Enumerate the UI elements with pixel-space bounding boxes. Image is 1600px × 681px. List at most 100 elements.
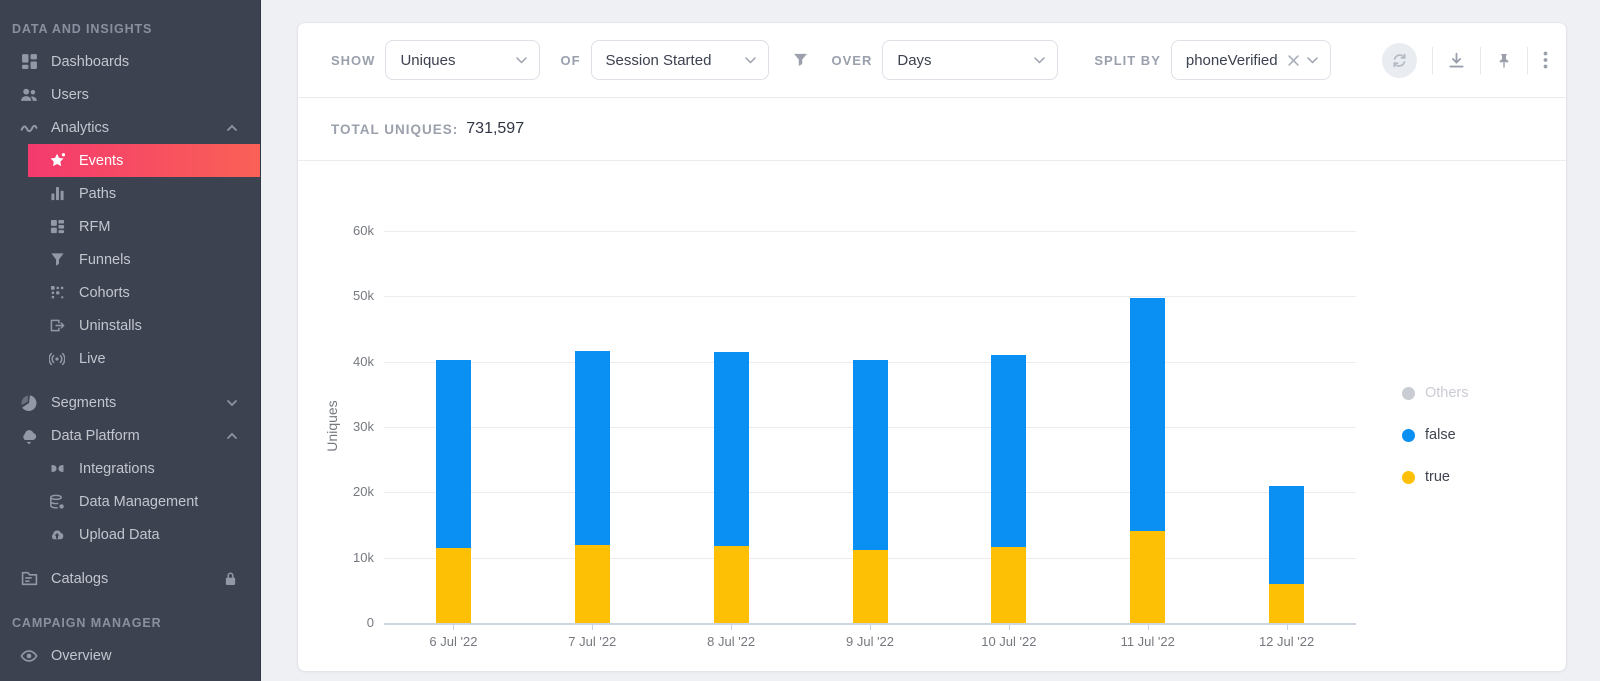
sidebar-item-catalogs[interactable]: Catalogs bbox=[0, 562, 260, 595]
total-uniques-value: 731,597 bbox=[466, 120, 525, 137]
x-tick bbox=[592, 625, 594, 630]
sidebar-item-segments[interactable]: Segments bbox=[0, 386, 260, 419]
sidebar-item-live[interactable]: Live bbox=[0, 342, 260, 375]
sidebar-item-data-management[interactable]: Data Management bbox=[0, 485, 260, 518]
bar-11 Jul '22-false[interactable] bbox=[1130, 297, 1166, 531]
filter-icon[interactable] bbox=[793, 53, 808, 67]
x-tick-label: 7 Jul '22 bbox=[568, 634, 617, 649]
sidebar-item-dashboards[interactable]: Dashboards bbox=[0, 45, 260, 78]
bar-6 Jul '22-false[interactable] bbox=[435, 360, 471, 548]
x-tick bbox=[1286, 625, 1288, 630]
legend-item-others[interactable]: Others bbox=[1402, 385, 1469, 401]
download-button[interactable] bbox=[1448, 52, 1465, 69]
more-options-button[interactable] bbox=[1543, 51, 1548, 69]
sidebar-item-label: Users bbox=[51, 86, 89, 103]
lock-icon bbox=[224, 571, 238, 587]
y-tick-label: 0 bbox=[366, 615, 374, 630]
sidebar-item-upload-data[interactable]: Upload Data bbox=[0, 518, 260, 551]
sidebar-section-campaign-manager: CAMPAIGN MANAGER bbox=[12, 615, 162, 630]
bar-8 Jul '22-true[interactable] bbox=[713, 545, 749, 623]
sidebar-item-funnels[interactable]: Funnels bbox=[0, 243, 260, 276]
sidebar-item-label: Upload Data bbox=[79, 526, 160, 543]
refresh-button[interactable] bbox=[1382, 42, 1417, 78]
sidebar-item-label: Uninstalls bbox=[79, 317, 142, 334]
x-tick bbox=[731, 625, 733, 630]
toolbar-actions bbox=[1382, 42, 1548, 78]
legend-item-true[interactable]: true bbox=[1402, 469, 1469, 485]
split-by-label: SPLIT BY bbox=[1094, 52, 1161, 68]
y-tick-label: 60k bbox=[353, 223, 374, 238]
sidebar-item-label: RFM bbox=[79, 218, 111, 235]
legend-item-false[interactable]: false bbox=[1402, 427, 1469, 443]
bar-6 Jul '22-true[interactable] bbox=[435, 547, 471, 623]
of-label: OF bbox=[560, 52, 581, 68]
dashboards-icon bbox=[20, 53, 38, 71]
x-tick bbox=[1147, 625, 1149, 630]
stacked-bar-chart: Uniques 0 10k 20k 30k 40k 50k 60k 6 Jul '22 7 Ju… bbox=[298, 161, 1566, 673]
sidebar-item-overview[interactable]: Overview bbox=[0, 639, 260, 672]
sidebar-item-label: Integrations bbox=[79, 460, 155, 477]
x-tick-label: 10 Jul '22 bbox=[981, 634, 1037, 649]
sidebar-item-label: Events bbox=[79, 152, 124, 169]
sidebar-item-label: Live bbox=[79, 350, 106, 367]
sidebar-item-rfm[interactable]: RFM bbox=[0, 210, 260, 243]
legend-dot-true bbox=[1402, 470, 1415, 484]
sidebar-item-label: Data Platform bbox=[51, 427, 140, 444]
gridline bbox=[384, 296, 1356, 298]
sidebar-item-label: Paths bbox=[79, 185, 117, 202]
chevron-up-icon[interactable] bbox=[226, 122, 238, 134]
sidebar-item-data-platform[interactable]: Data Platform bbox=[0, 419, 260, 452]
sidebar-item-label: Cohorts bbox=[79, 284, 130, 301]
sidebar-item-users[interactable]: Users bbox=[0, 78, 260, 111]
bar-7 Jul '22-true[interactable] bbox=[574, 544, 610, 623]
bar-8 Jul '22-false[interactable] bbox=[713, 351, 749, 546]
bar-9 Jul '22-true[interactable] bbox=[852, 550, 888, 623]
summary-row: TOTAL UNIQUES: 731,597 bbox=[298, 98, 1566, 161]
x-tick-label: 11 Jul '22 bbox=[1120, 634, 1175, 649]
sidebar-section-data-and-insights: DATA AND INSIGHTS bbox=[12, 21, 153, 36]
y-tick-label: 50k bbox=[353, 288, 374, 304]
sidebar-item-label: Dashboards bbox=[51, 53, 130, 70]
upload-data-icon bbox=[48, 526, 66, 544]
uninstalls-icon bbox=[48, 317, 66, 335]
bar-12 Jul '22-true[interactable] bbox=[1269, 584, 1305, 623]
users-icon bbox=[20, 86, 38, 104]
chevron-up-icon[interactable] bbox=[226, 430, 238, 442]
bar-12 Jul '22-false[interactable] bbox=[1269, 486, 1305, 585]
bar-10 Jul '22-false[interactable] bbox=[991, 355, 1027, 548]
chevron-down-icon bbox=[516, 51, 528, 69]
show-select[interactable]: Uniques bbox=[385, 40, 541, 80]
sidebar-item-events[interactable]: Events bbox=[28, 144, 260, 177]
show-label: SHOW bbox=[331, 52, 376, 68]
sidebar-item-uninstalls[interactable]: Uninstalls bbox=[0, 309, 260, 342]
chevron-down-icon[interactable] bbox=[226, 397, 238, 409]
x-tick-label: 9 Jul '22 bbox=[845, 634, 895, 649]
pin-button[interactable] bbox=[1496, 52, 1512, 69]
y-tick-label: 10k bbox=[353, 549, 374, 565]
analytics-icon bbox=[20, 119, 38, 137]
chevron-down-icon bbox=[1307, 51, 1318, 69]
x-tick bbox=[870, 625, 871, 630]
bar-11 Jul '22-true[interactable] bbox=[1130, 530, 1166, 623]
clear-split-icon[interactable] bbox=[1288, 54, 1299, 66]
sidebar-item-analytics[interactable]: Analytics bbox=[0, 111, 260, 144]
event-select[interactable]: Session Started bbox=[590, 40, 769, 80]
sidebar-item-integrations[interactable]: Integrations bbox=[0, 452, 260, 485]
over-select-value: Days bbox=[897, 51, 932, 69]
y-tick-label: 40k bbox=[353, 353, 374, 369]
split-by-select[interactable]: phoneVerified bbox=[1170, 40, 1331, 80]
y-tick-label: 30k bbox=[353, 419, 374, 434]
sidebar-item-paths[interactable]: Paths bbox=[0, 177, 260, 210]
chevron-down-icon bbox=[744, 51, 756, 69]
x-tick-label: 8 Jul '22 bbox=[707, 634, 756, 649]
sidebar-item-cohorts[interactable]: Cohorts bbox=[0, 276, 260, 309]
bar-10 Jul '22-true[interactable] bbox=[991, 547, 1027, 623]
rfm-icon bbox=[48, 218, 66, 236]
over-select[interactable]: Days bbox=[882, 40, 1059, 80]
sidebar-item-label: Data Management bbox=[79, 493, 199, 510]
bar-7 Jul '22-false[interactable] bbox=[574, 350, 610, 545]
bar-9 Jul '22-false[interactable] bbox=[852, 359, 888, 551]
x-tick bbox=[1008, 625, 1010, 630]
over-label: OVER bbox=[831, 52, 873, 68]
